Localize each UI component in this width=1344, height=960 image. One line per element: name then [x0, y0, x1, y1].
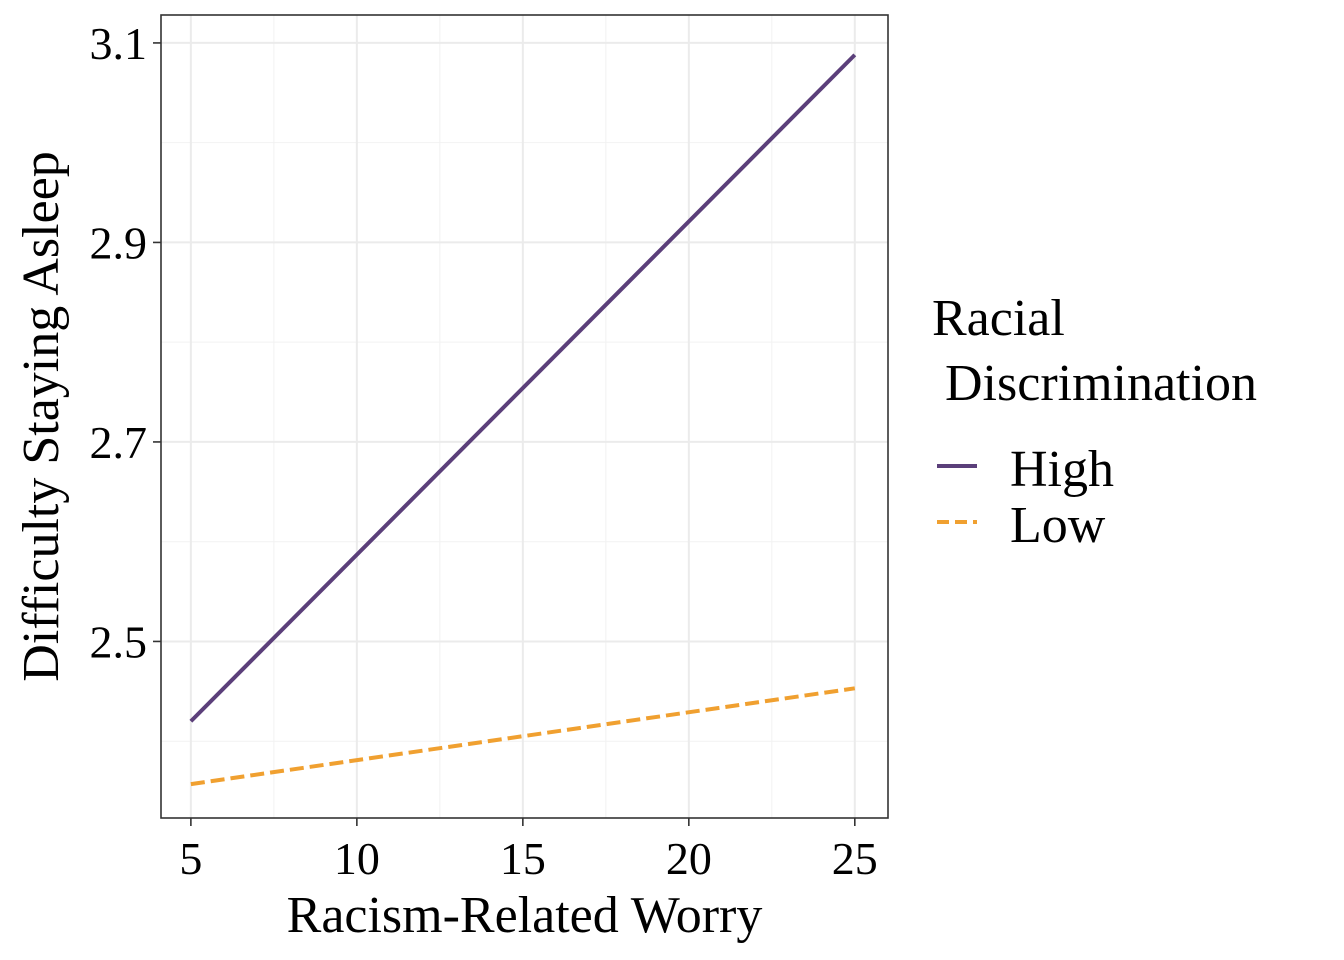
legend-title-line-1: Racial [932, 290, 1065, 347]
legend-label-low: Low [1010, 497, 1106, 554]
x-axis-title: Racism-Related Worry [287, 887, 763, 944]
y-axis-title: Difficulty Staying Asleep [13, 151, 70, 682]
legend-label-high: High [1010, 441, 1114, 498]
legend: Racial Discrimination High Low [932, 290, 1257, 554]
x-tick-label: 10 [334, 833, 380, 884]
legend-title-line-2: Discrimination [932, 355, 1257, 412]
plot-panel-border [160, 14, 889, 819]
x-tick-label: 25 [832, 833, 878, 884]
y-tick-label: 2.7 [90, 417, 148, 468]
y-tick-label: 3.1 [90, 18, 148, 69]
x-tick-label: 20 [666, 833, 712, 884]
y-tick-label: 2.9 [90, 217, 148, 268]
axes: 5 10 15 20 25 2.5 2.7 2.9 3.1 [90, 18, 878, 884]
grid-lines [161, 15, 888, 818]
series-line-high [189, 53, 857, 723]
series-lines [189, 53, 857, 787]
x-tick-label: 15 [500, 833, 546, 884]
series-line-low [190, 686, 856, 787]
x-tick-label: 5 [179, 833, 202, 884]
y-tick-label: 2.5 [90, 616, 148, 667]
